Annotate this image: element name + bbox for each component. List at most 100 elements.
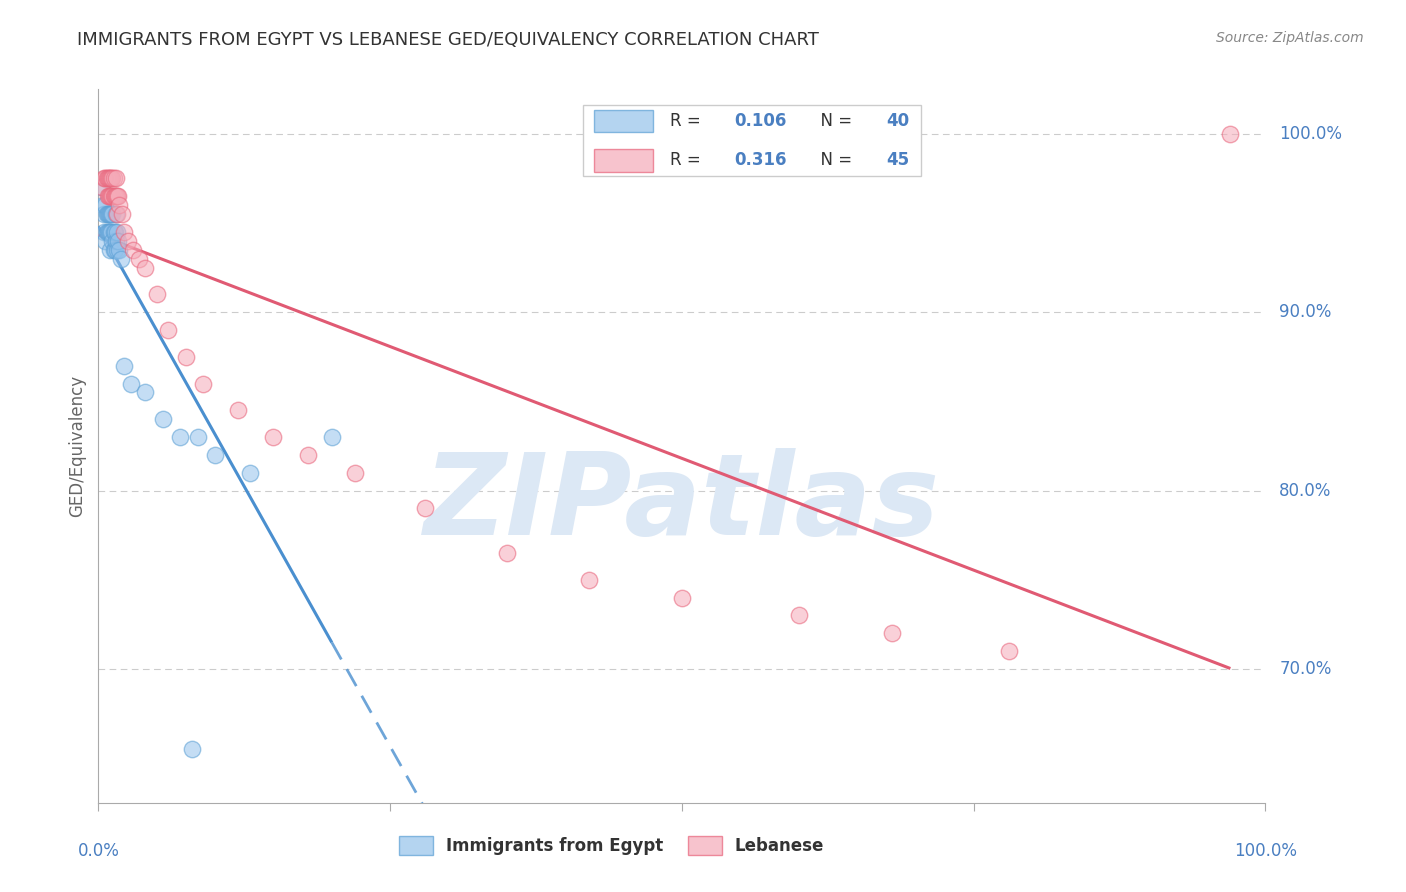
Point: [105, 225, 128, 239]
Point: [91, 198, 114, 212]
Text: 100.0%: 100.0%: [1279, 125, 1343, 143]
Point: [100, 207, 122, 221]
Point: [117, 234, 139, 248]
Text: 45: 45: [886, 152, 910, 169]
Point: [344, 466, 367, 480]
Point: [98, 225, 121, 239]
Point: [112, 359, 135, 373]
Point: [496, 546, 519, 560]
Point: [239, 466, 262, 480]
Point: [96, 171, 118, 186]
Point: [97, 225, 120, 239]
FancyBboxPatch shape: [595, 149, 652, 171]
Point: [93, 171, 115, 186]
Point: [101, 189, 124, 203]
Point: [104, 171, 127, 186]
Point: [103, 243, 125, 257]
Point: [98, 189, 121, 203]
Y-axis label: GED/Equivalency: GED/Equivalency: [69, 375, 87, 517]
Point: [262, 430, 284, 444]
Point: [96, 225, 118, 239]
Point: [174, 350, 197, 364]
Text: 0.316: 0.316: [734, 152, 787, 169]
Point: [413, 501, 436, 516]
Point: [146, 287, 169, 301]
Text: 0.0%: 0.0%: [77, 842, 120, 860]
Point: [100, 189, 122, 203]
Point: [108, 243, 131, 257]
Point: [128, 252, 150, 266]
Text: 100.0%: 100.0%: [1234, 842, 1296, 860]
Point: [97, 207, 120, 221]
Point: [110, 252, 132, 266]
Point: [108, 198, 131, 212]
Point: [169, 430, 191, 444]
Point: [97, 171, 120, 186]
Point: [101, 234, 124, 248]
Point: [97, 171, 120, 186]
Point: [578, 573, 600, 587]
Point: [98, 243, 121, 257]
Text: IMMIGRANTS FROM EGYPT VS LEBANESE GED/EQUIVALENCY CORRELATION CHART: IMMIGRANTS FROM EGYPT VS LEBANESE GED/EQ…: [77, 31, 820, 49]
Text: R =: R =: [671, 152, 706, 169]
Point: [204, 448, 226, 462]
Text: N =: N =: [810, 152, 858, 169]
Point: [93, 207, 115, 221]
Text: R =: R =: [671, 112, 706, 130]
Point: [103, 171, 125, 186]
Point: [104, 243, 127, 257]
Point: [105, 243, 128, 257]
Text: Source: ZipAtlas.com: Source: ZipAtlas.com: [1216, 31, 1364, 45]
Text: N =: N =: [810, 112, 858, 130]
Point: [193, 376, 215, 391]
FancyBboxPatch shape: [582, 105, 921, 177]
Point: [104, 189, 127, 203]
Point: [104, 234, 127, 248]
Text: 90.0%: 90.0%: [1279, 303, 1331, 321]
Point: [100, 225, 122, 239]
Point: [103, 225, 125, 239]
Point: [107, 189, 129, 203]
Point: [96, 207, 118, 221]
Point: [104, 189, 127, 203]
Point: [107, 234, 129, 248]
Point: [97, 189, 120, 203]
Point: [120, 376, 142, 391]
Point: [880, 626, 903, 640]
Point: [105, 207, 128, 221]
Text: 40: 40: [886, 112, 910, 130]
Point: [93, 225, 115, 239]
Point: [94, 234, 117, 248]
Legend: Immigrants from Egypt, Lebanese: Immigrants from Egypt, Lebanese: [399, 837, 824, 855]
Point: [997, 644, 1019, 658]
Point: [297, 448, 319, 462]
Point: [94, 171, 117, 186]
Point: [104, 207, 127, 221]
Point: [97, 207, 120, 221]
Point: [134, 260, 156, 275]
Point: [321, 430, 343, 444]
Point: [157, 323, 180, 337]
Text: 70.0%: 70.0%: [1279, 660, 1331, 678]
Point: [111, 207, 134, 221]
Point: [98, 171, 121, 186]
Point: [134, 385, 156, 400]
Point: [101, 171, 124, 186]
Point: [1219, 127, 1241, 141]
Text: 0.106: 0.106: [734, 112, 787, 130]
Point: [671, 591, 693, 605]
FancyBboxPatch shape: [595, 110, 652, 132]
Point: [100, 171, 122, 186]
Point: [152, 412, 174, 426]
Point: [122, 243, 145, 257]
Point: [187, 430, 209, 444]
Point: [90, 180, 112, 194]
Point: [228, 403, 250, 417]
Point: [787, 608, 810, 623]
Point: [90, 180, 112, 194]
Point: [94, 198, 117, 212]
Point: [104, 225, 127, 239]
Point: [105, 189, 128, 203]
Text: 80.0%: 80.0%: [1279, 482, 1331, 500]
Point: [103, 189, 125, 203]
